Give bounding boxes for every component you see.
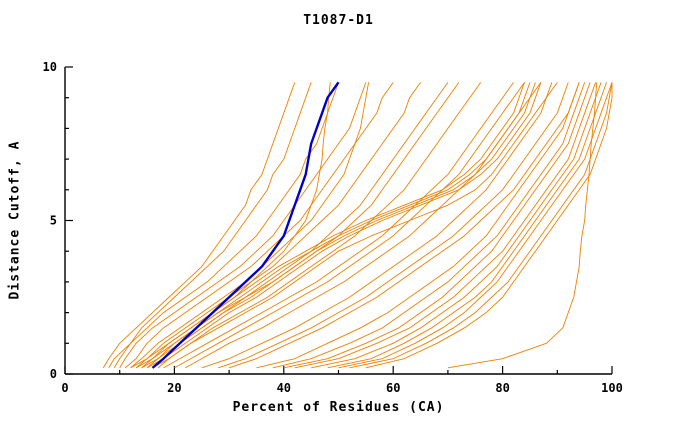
model-line: [113, 82, 312, 369]
model-line: [157, 82, 482, 369]
model-line: [338, 82, 613, 369]
model-line: [130, 82, 525, 369]
model-line: [130, 82, 370, 369]
x-tick-label: 100: [601, 381, 623, 395]
model-line: [185, 82, 542, 369]
y-tick-label: 5: [50, 214, 57, 228]
model-line: [349, 82, 613, 369]
y-tick-label: 0: [50, 367, 57, 381]
x-tick-label: 0: [61, 381, 68, 395]
x-tick-label: 40: [277, 381, 291, 395]
model-line: [119, 82, 367, 369]
model-line: [327, 82, 607, 369]
tick-marks: [64, 66, 613, 375]
model-line: [365, 82, 613, 369]
model-line: [174, 82, 525, 369]
model-line: [228, 82, 580, 369]
x-tick-label: 20: [167, 381, 181, 395]
model-line: [272, 82, 586, 369]
model-line: [146, 82, 542, 369]
model-line: [311, 82, 602, 369]
model-line: [152, 82, 553, 369]
y-tick-label: 10: [43, 60, 57, 74]
model-line: [141, 82, 331, 369]
model-line: [256, 82, 580, 369]
highlighted-model-line: [151, 81, 340, 369]
model-line: [283, 82, 591, 369]
x-tick-label: 80: [495, 381, 509, 395]
model-line: [102, 82, 296, 369]
model-line: [135, 82, 421, 369]
x-tick-label: 60: [386, 381, 400, 395]
model-line: [201, 82, 558, 369]
model-line: [108, 82, 339, 369]
tick-labels: 0 20 40 60 80 100 0 5 10: [43, 60, 623, 395]
model-line: [447, 82, 598, 369]
model-line: [218, 82, 569, 369]
model-line: [141, 82, 536, 369]
model-line: [294, 82, 597, 369]
plot-title: T1087-D1: [303, 13, 374, 28]
x-axis-label: Percent of Residues (CA): [232, 400, 445, 415]
model-line: [124, 82, 394, 369]
model-lines: [102, 82, 613, 369]
